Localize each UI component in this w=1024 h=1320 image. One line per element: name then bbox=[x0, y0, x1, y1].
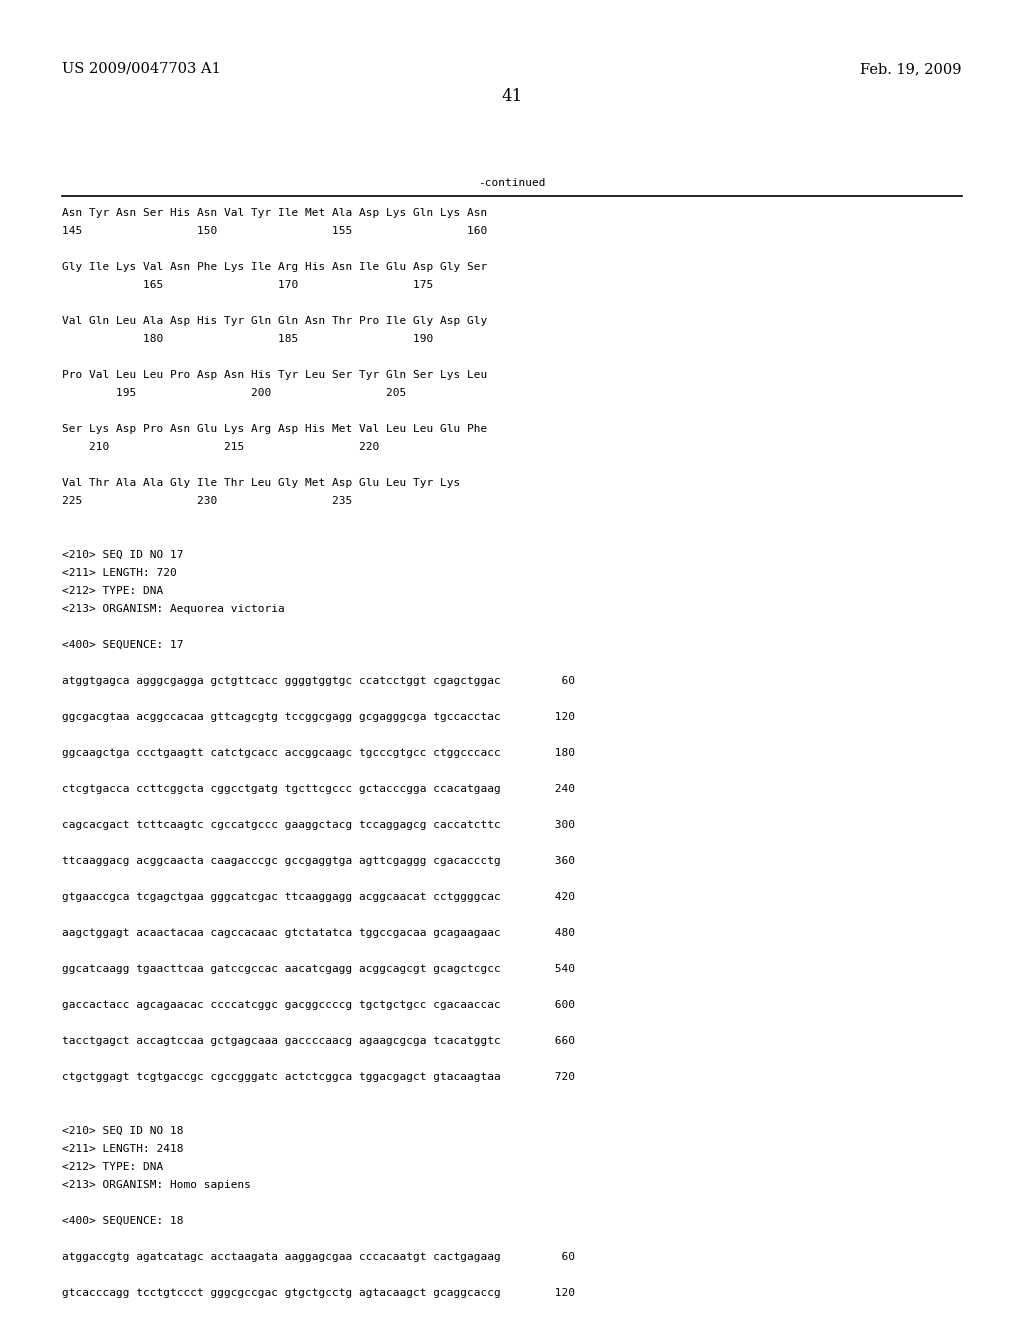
Text: 210                 215                 220: 210 215 220 bbox=[62, 442, 379, 451]
Text: ggcaagctga ccctgaagtt catctgcacc accggcaagc tgcccgtgcc ctggcccacc        180: ggcaagctga ccctgaagtt catctgcacc accggca… bbox=[62, 748, 575, 758]
Text: 145                 150                 155                 160: 145 150 155 160 bbox=[62, 226, 487, 236]
Text: Val Gln Leu Ala Asp His Tyr Gln Gln Asn Thr Pro Ile Gly Asp Gly: Val Gln Leu Ala Asp His Tyr Gln Gln Asn … bbox=[62, 315, 487, 326]
Text: -continued: -continued bbox=[478, 178, 546, 187]
Text: <211> LENGTH: 720: <211> LENGTH: 720 bbox=[62, 568, 177, 578]
Text: <210> SEQ ID NO 18: <210> SEQ ID NO 18 bbox=[62, 1126, 183, 1137]
Text: ctgctggagt tcgtgaccgc cgccgggatc actctcggca tggacgagct gtacaagtaa        720: ctgctggagt tcgtgaccgc cgccgggatc actctcg… bbox=[62, 1072, 575, 1082]
Text: Feb. 19, 2009: Feb. 19, 2009 bbox=[860, 62, 962, 77]
Text: atggaccgtg agatcatagc acctaagata aaggagcgaa cccacaatgt cactgagaag         60: atggaccgtg agatcatagc acctaagata aaggagc… bbox=[62, 1251, 575, 1262]
Text: ggcgacgtaa acggccacaa gttcagcgtg tccggcgagg gcgagggcga tgccacctac        120: ggcgacgtaa acggccacaa gttcagcgtg tccggcg… bbox=[62, 711, 575, 722]
Text: <210> SEQ ID NO 17: <210> SEQ ID NO 17 bbox=[62, 550, 183, 560]
Text: <212> TYPE: DNA: <212> TYPE: DNA bbox=[62, 1162, 163, 1172]
Text: gtgaaccgca tcgagctgaa gggcatcgac ttcaaggagg acggcaacat cctggggcac        420: gtgaaccgca tcgagctgaa gggcatcgac ttcaagg… bbox=[62, 892, 575, 902]
Text: <213> ORGANISM: Homo sapiens: <213> ORGANISM: Homo sapiens bbox=[62, 1180, 251, 1191]
Text: gaccactacc agcagaacac ccccatcggc gacggccccg tgctgctgcc cgacaaccac        600: gaccactacc agcagaacac ccccatcggc gacggcc… bbox=[62, 1001, 575, 1010]
Text: Val Thr Ala Ala Gly Ile Thr Leu Gly Met Asp Glu Leu Tyr Lys: Val Thr Ala Ala Gly Ile Thr Leu Gly Met … bbox=[62, 478, 460, 488]
Text: ttcaaggacg acggcaacta caagacccgc gccgaggtga agttcgaggg cgacaccctg        360: ttcaaggacg acggcaacta caagacccgc gccgagg… bbox=[62, 855, 575, 866]
Text: US 2009/0047703 A1: US 2009/0047703 A1 bbox=[62, 62, 221, 77]
Text: cagcacgact tcttcaagtc cgccatgccc gaaggctacg tccaggagcg caccatcttc        300: cagcacgact tcttcaagtc cgccatgccc gaaggct… bbox=[62, 820, 575, 830]
Text: 180                 185                 190: 180 185 190 bbox=[62, 334, 433, 345]
Text: Gly Ile Lys Val Asn Phe Lys Ile Arg His Asn Ile Glu Asp Gly Ser: Gly Ile Lys Val Asn Phe Lys Ile Arg His … bbox=[62, 261, 487, 272]
Text: <212> TYPE: DNA: <212> TYPE: DNA bbox=[62, 586, 163, 597]
Text: <400> SEQUENCE: 18: <400> SEQUENCE: 18 bbox=[62, 1216, 183, 1226]
Text: Asn Tyr Asn Ser His Asn Val Tyr Ile Met Ala Asp Lys Gln Lys Asn: Asn Tyr Asn Ser His Asn Val Tyr Ile Met … bbox=[62, 209, 487, 218]
Text: tacctgagct accagtccaa gctgagcaaa gaccccaacg agaagcgcga tcacatggtc        660: tacctgagct accagtccaa gctgagcaaa gacccca… bbox=[62, 1036, 575, 1045]
Text: <211> LENGTH: 2418: <211> LENGTH: 2418 bbox=[62, 1144, 183, 1154]
Text: 165                 170                 175: 165 170 175 bbox=[62, 280, 433, 290]
Text: aagctggagt acaactacaa cagccacaac gtctatatca tggccgacaa gcagaagaac        480: aagctggagt acaactacaa cagccacaac gtctata… bbox=[62, 928, 575, 939]
Text: ggcatcaagg tgaacttcaa gatccgccac aacatcgagg acggcagcgt gcagctcgcc        540: ggcatcaagg tgaacttcaa gatccgccac aacatcg… bbox=[62, 964, 575, 974]
Text: 225                 230                 235: 225 230 235 bbox=[62, 496, 352, 506]
Text: ctcgtgacca ccttcggcta cggcctgatg tgcttcgccc gctacccgga ccacatgaag        240: ctcgtgacca ccttcggcta cggcctgatg tgcttcg… bbox=[62, 784, 575, 795]
Text: atggtgagca agggcgagga gctgttcacc ggggtggtgc ccatcctggt cgagctggac         60: atggtgagca agggcgagga gctgttcacc ggggtgg… bbox=[62, 676, 575, 686]
Text: <400> SEQUENCE: 17: <400> SEQUENCE: 17 bbox=[62, 640, 183, 649]
Text: gtcacccagg tcctgtccct gggcgccgac gtgctgcctg agtacaagct gcaggcaccg        120: gtcacccagg tcctgtccct gggcgccgac gtgctgc… bbox=[62, 1288, 575, 1298]
Text: Ser Lys Asp Pro Asn Glu Lys Arg Asp His Met Val Leu Leu Glu Phe: Ser Lys Asp Pro Asn Glu Lys Arg Asp His … bbox=[62, 424, 487, 434]
Text: <213> ORGANISM: Aequorea victoria: <213> ORGANISM: Aequorea victoria bbox=[62, 605, 285, 614]
Text: 41: 41 bbox=[502, 88, 522, 106]
Text: 195                 200                 205: 195 200 205 bbox=[62, 388, 407, 399]
Text: Pro Val Leu Leu Pro Asp Asn His Tyr Leu Ser Tyr Gln Ser Lys Leu: Pro Val Leu Leu Pro Asp Asn His Tyr Leu … bbox=[62, 370, 487, 380]
